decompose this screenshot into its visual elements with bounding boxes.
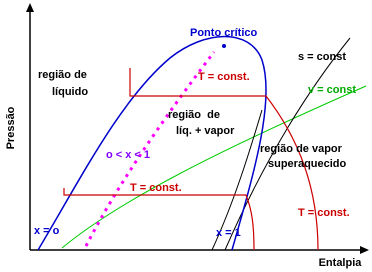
vapor-label: região de vapor [260,143,343,155]
saturation-dome [37,35,267,251]
mixture-label: região de [168,109,220,121]
x-arrow [360,246,369,254]
critical-label: Ponto crítico [190,27,258,39]
vapor-label: superaquecido [268,158,347,170]
quality-zero-label: x = o [34,225,60,237]
liquid-label: região de [38,69,87,81]
volume-label: v = const [308,84,356,96]
entropy-line [224,37,351,251]
isotherm-low [63,188,255,251]
isotherm-label: T = const. [198,71,250,83]
entropy-label: s = const [298,51,346,63]
isotherm-label: T = const. [130,182,182,194]
mixture-label: líq. + vapor [176,125,235,137]
entropy-line-2 [211,109,263,251]
critical-point [222,44,226,48]
quality-one-label: x = 1 [216,227,241,239]
isotherm-label: T = const. [298,207,350,219]
quality-range-label: o < x < 1 [106,149,150,161]
y-label: Pressão [5,106,17,149]
isotherm-top [129,68,319,251]
x-label: Entalpia [319,257,363,269]
liquid-label: líquido [52,86,88,98]
volume-line [61,85,367,249]
y-arrow [26,3,34,12]
